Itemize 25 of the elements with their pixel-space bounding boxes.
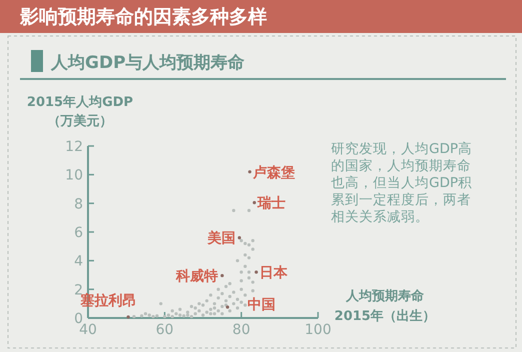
point (254, 270, 258, 274)
chart-subtitle: 人均GDP与人均预期寿命 (50, 53, 245, 73)
point (248, 170, 252, 174)
y-tick-label: 12 (65, 139, 83, 155)
y-tick-label: 4 (74, 254, 84, 270)
annotation: 中国 (248, 297, 276, 314)
y-tick-label: 8 (74, 196, 83, 212)
point (220, 274, 224, 278)
point (126, 315, 130, 319)
y-tick-label: 6 (74, 225, 84, 241)
annotation: 日本 (259, 265, 288, 282)
text: 研究发现，人均GDP高的国家，人均预期寿命也高，但当人均GDP积累到一定程度后，两者相关关系减弱。 (331, 141, 473, 226)
annotation: 卢森堡 (252, 164, 295, 181)
chart-title: 影响预期寿命的因素多种多样 (19, 6, 267, 28)
annotation: 美国 (206, 230, 236, 247)
x-tick-label: 80 (232, 322, 250, 338)
point (252, 201, 256, 204)
x-tick-label: 100 (304, 322, 332, 338)
x-tick-label: 60 (156, 322, 174, 338)
y-axis-title: 2015年人均GDP （万美元） (26, 95, 134, 129)
point (238, 236, 242, 240)
annotation: 科威特 (175, 268, 218, 285)
y-tick-label: 10 (65, 168, 83, 184)
x-axis-title: 人均预期寿命 2015年（出生） (334, 289, 436, 324)
annotation: 瑞士 (256, 196, 286, 212)
